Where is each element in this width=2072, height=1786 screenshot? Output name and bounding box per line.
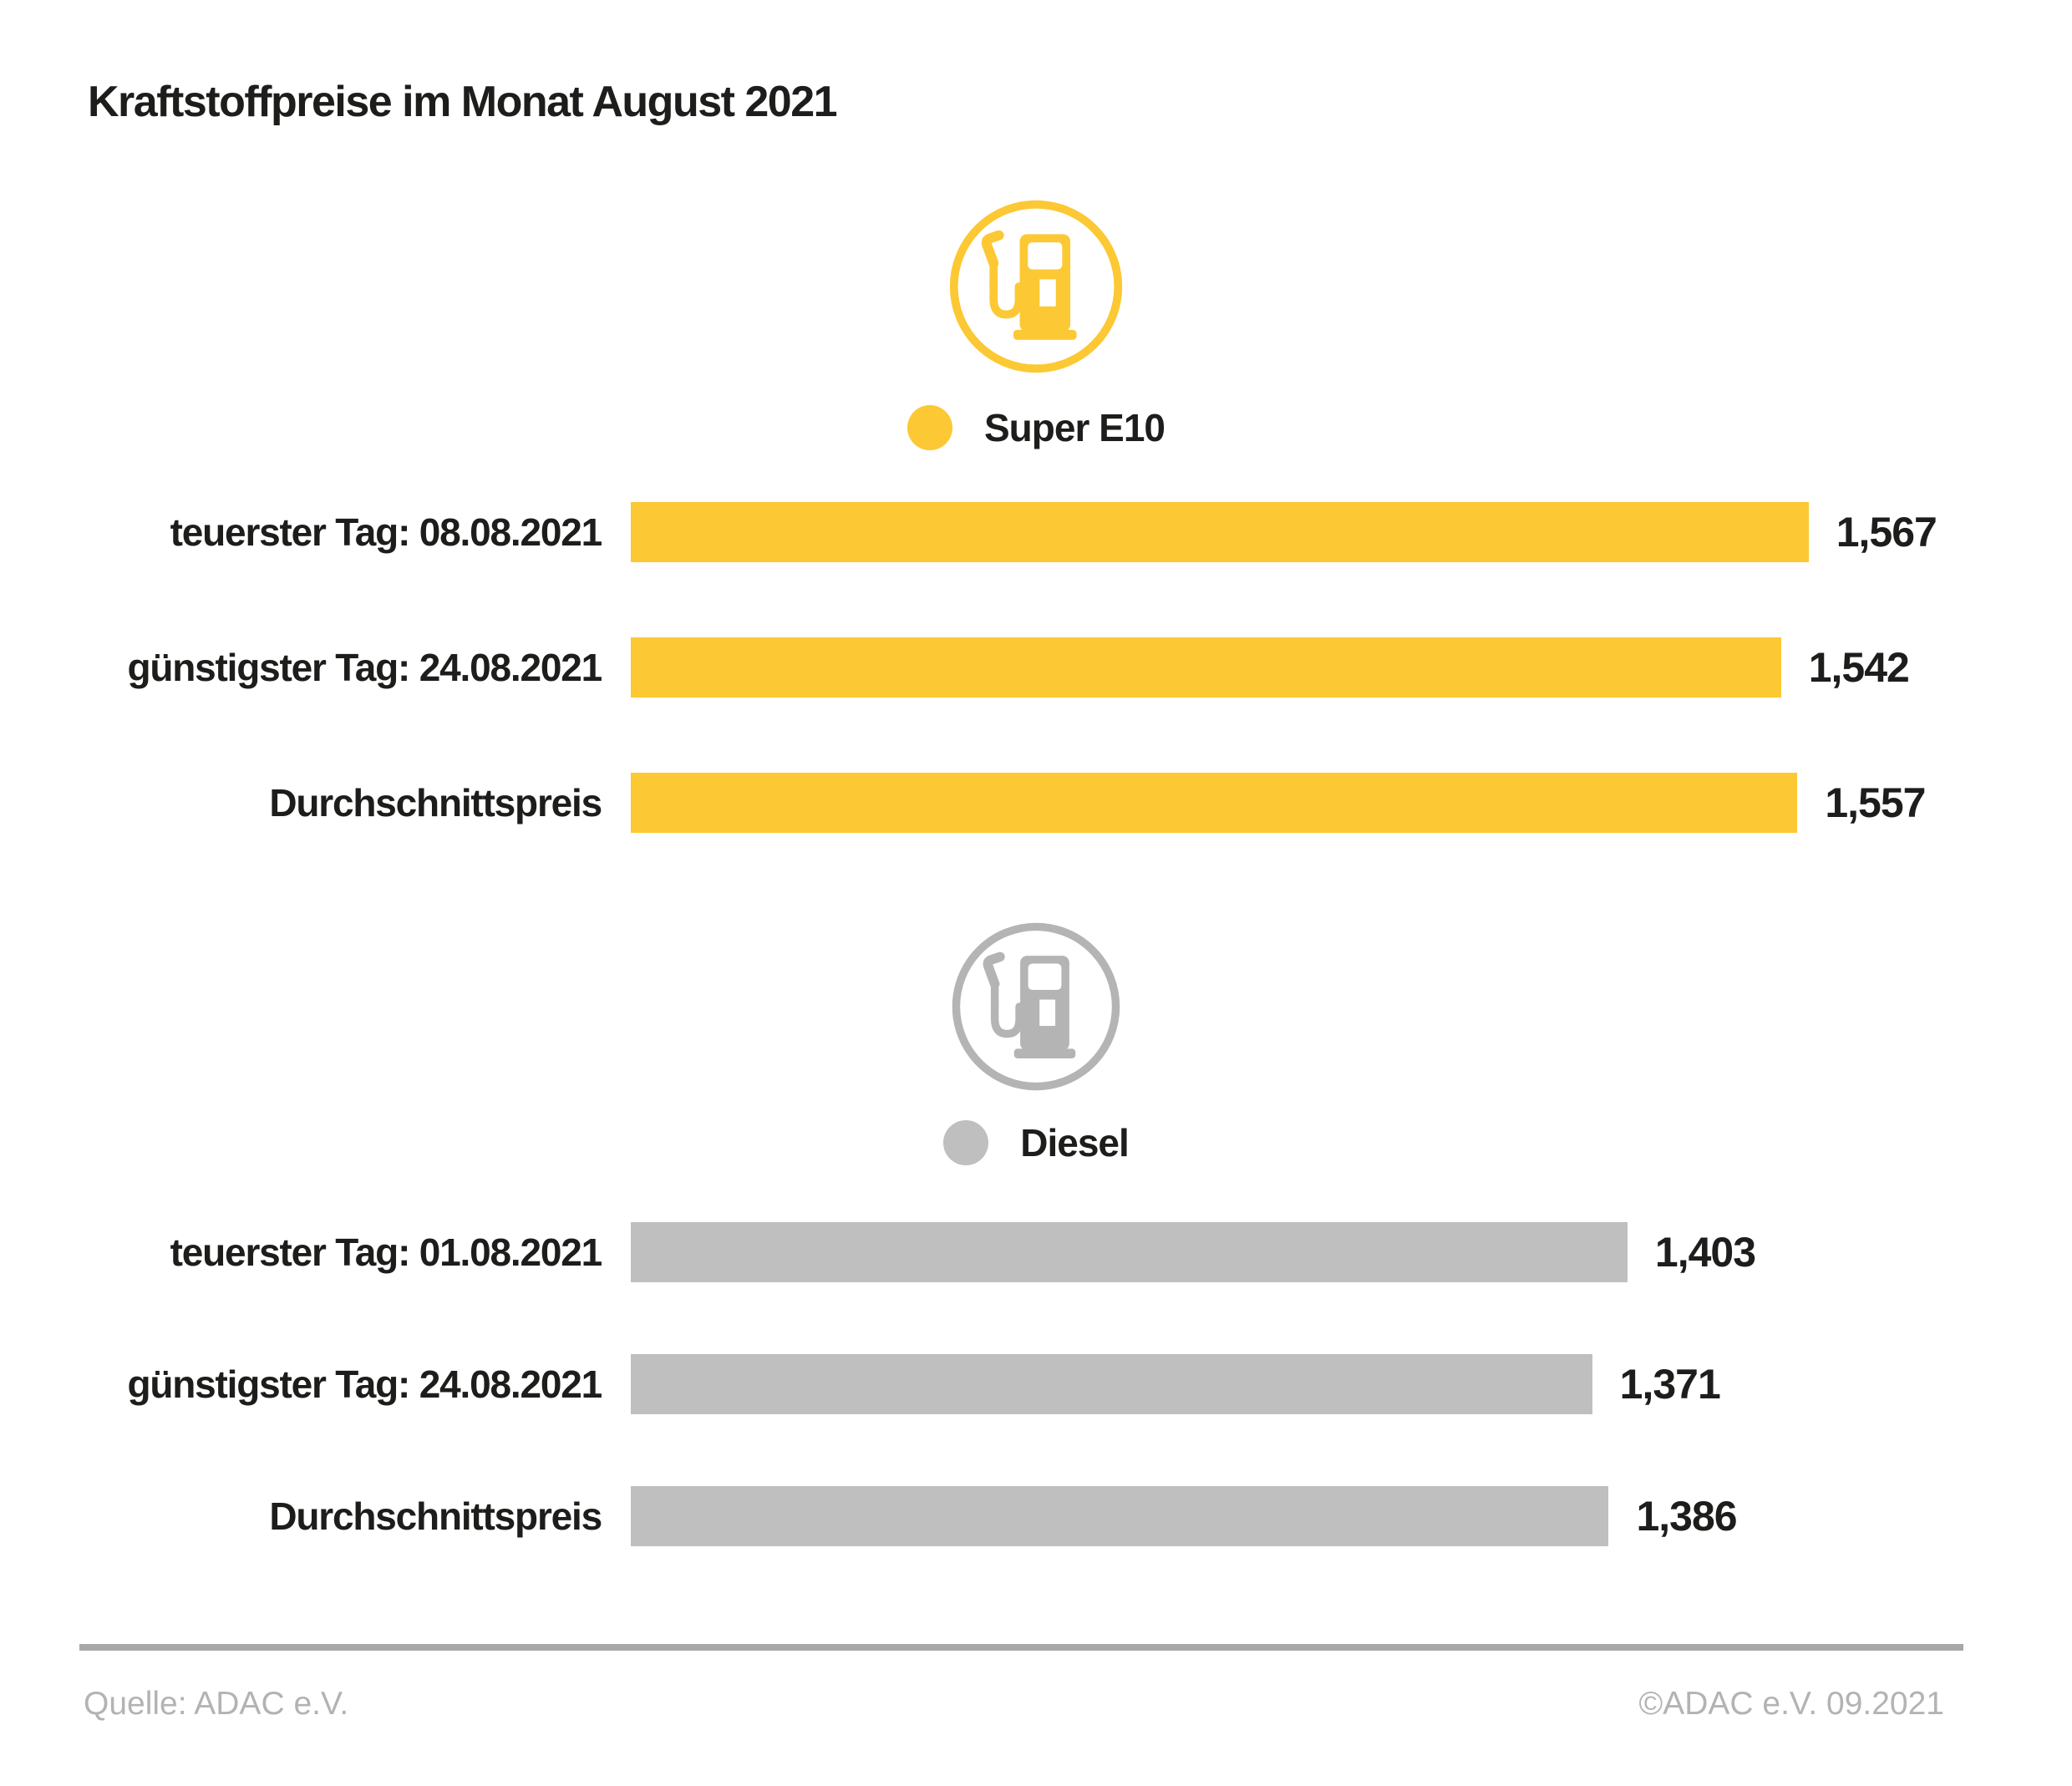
- bar-track: 1,567: [631, 502, 1988, 562]
- bar-track: 1,386: [631, 1486, 1988, 1546]
- bar-value: 1,567: [1836, 509, 1937, 556]
- source-text: Quelle: ADAC e.V.: [84, 1686, 349, 1722]
- bar-row: günstigster Tag: 24.08.2021 1,371: [0, 1354, 2072, 1414]
- copyright-text: ©ADAC e.V. 09.2021: [1638, 1686, 1944, 1722]
- bar-row-label: teuerster Tag: 08.08.2021: [170, 510, 603, 554]
- bar-value: 1,371: [1619, 1361, 1721, 1408]
- footer-divider: [79, 1644, 1963, 1651]
- bar-row-label: teuerster Tag: 01.08.2021: [170, 1230, 603, 1274]
- fuel-pump-icon: [0, 919, 2072, 1094]
- bar-track: 1,557: [631, 773, 1988, 833]
- bar-track: 1,371: [631, 1354, 1988, 1414]
- bar-value: 1,403: [1654, 1229, 1756, 1276]
- bar-value: 1,542: [1808, 644, 1910, 691]
- bar-track: 1,542: [631, 637, 1988, 698]
- bar-value: 1,557: [1825, 779, 1926, 826]
- bar-row: teuerster Tag: 01.08.2021 1,403: [0, 1222, 2072, 1282]
- legend-label-diesel: Diesel: [1020, 1121, 1130, 1164]
- bar-super-teuerster-tag: [631, 502, 1809, 562]
- bar-diesel-teuerster-tag: [631, 1222, 1628, 1282]
- bar-row-label: günstigster Tag: 24.08.2021: [127, 646, 602, 689]
- fuel-pump-icon: [0, 196, 2072, 377]
- bar-row-label: Durchschnittspreis: [269, 781, 602, 825]
- bar-super-durchschnittspreis: [631, 773, 1798, 833]
- bar-row: teuerster Tag: 08.08.2021 1,567: [0, 502, 2072, 562]
- bar-super-guenstigster-tag: [631, 637, 1781, 698]
- bar-row-label: günstigster Tag: 24.08.2021: [127, 1362, 602, 1406]
- legend-label-super-e10: Super E10: [984, 406, 1166, 449]
- bar-track: 1,403: [631, 1222, 1988, 1282]
- legend-dot-diesel: [943, 1120, 989, 1165]
- bar-row-label: Durchschnittspreis: [269, 1494, 602, 1538]
- bar-diesel-durchschnittspreis: [631, 1486, 1609, 1546]
- page-title: Kraftstoffpreise im Monat August 2021: [88, 78, 838, 126]
- bar-diesel-guenstigster-tag: [631, 1354, 1592, 1414]
- legend-diesel: Diesel: [0, 1120, 2072, 1165]
- bar-value: 1,386: [1636, 1493, 1737, 1540]
- bar-row: Durchschnittspreis 1,386: [0, 1486, 2072, 1546]
- legend-super-e10: Super E10: [0, 405, 2072, 450]
- legend-dot-super-e10: [907, 405, 952, 450]
- bar-row: Durchschnittspreis 1,557: [0, 773, 2072, 833]
- bar-row: günstigster Tag: 24.08.2021 1,542: [0, 637, 2072, 698]
